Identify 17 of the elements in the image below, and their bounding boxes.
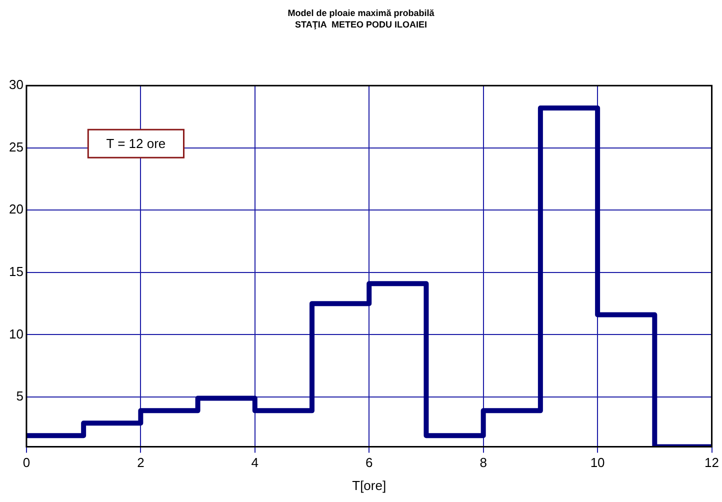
y-tick-label: 30 <box>8 77 24 92</box>
chart-title: Model de ploaie maximă probabilă <box>288 8 436 18</box>
y-tick-label: 15 <box>8 264 24 280</box>
y-tick-label: 10 <box>8 326 24 342</box>
x-tick-label: 0 <box>22 455 30 470</box>
x-tick-label: 6 <box>366 455 373 470</box>
y-tick-label: 20 <box>8 202 24 217</box>
x-axis-title: T[ore] <box>352 478 386 493</box>
x-tick-label: 4 <box>251 455 259 470</box>
y-tick-label: 25 <box>8 139 24 154</box>
x-tick-label: 10 <box>590 455 605 470</box>
y-tick-label: 5 <box>16 388 24 404</box>
x-tick-label: 12 <box>704 455 720 470</box>
annotation: T = 12 ore <box>106 136 166 152</box>
chart-subtitle: STAŢIA METEO PODU ILOAIEI <box>294 20 428 30</box>
x-tick-label: 8 <box>480 455 487 470</box>
x-tick-label: 2 <box>137 455 144 470</box>
